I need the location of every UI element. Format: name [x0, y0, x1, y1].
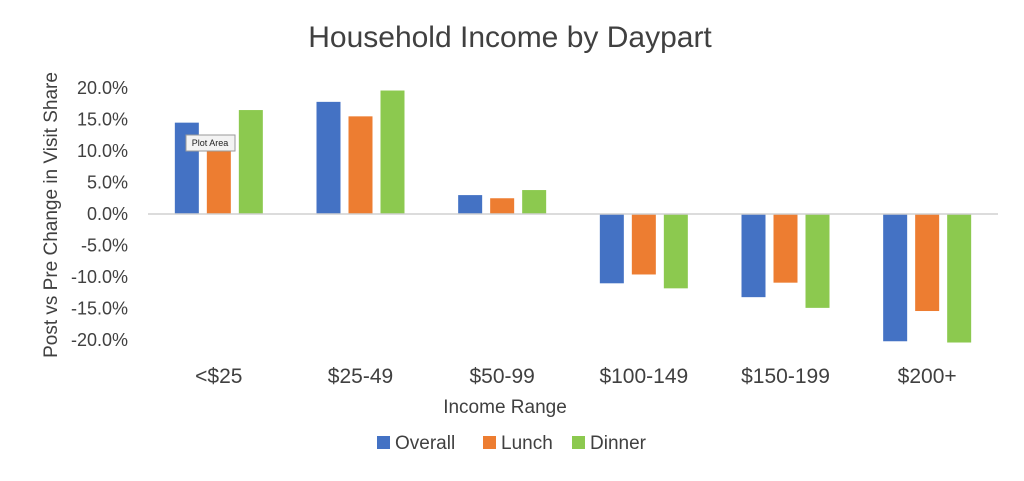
bar-dinner[interactable]	[522, 190, 547, 214]
x-category-label: $25-49	[328, 365, 393, 388]
plot-area-tooltip: Plot Area	[185, 134, 236, 152]
bar-dinner[interactable]	[947, 214, 972, 343]
x-category-label: $200+	[898, 365, 957, 388]
bar-overall[interactable]	[599, 214, 624, 284]
legend-label-dinner: Dinner	[590, 433, 647, 454]
y-tick-label: 10.0%	[77, 141, 128, 161]
y-tick-label: -15.0%	[71, 299, 128, 319]
legend-label-overall: Overall	[395, 433, 455, 454]
bar-overall[interactable]	[741, 214, 766, 298]
tooltip-text: Plot Area	[192, 138, 229, 148]
legend-swatch-overall	[377, 436, 390, 449]
y-axis-title: Post vs Pre Change in Visit Share	[41, 72, 62, 358]
bar-overall[interactable]	[883, 214, 908, 342]
y-axis-ticks: 20.0% 15.0% 10.0% 5.0% 0.0% -5.0% -10.0% -15.0%…	[71, 78, 128, 350]
bar-dinner[interactable]	[238, 110, 263, 214]
bar-dinner[interactable]	[663, 214, 688, 289]
x-axis-title: Income Range	[443, 397, 567, 418]
bar-dinner[interactable]	[380, 90, 405, 214]
x-category-label: $100-149	[599, 365, 688, 388]
bar-overall[interactable]	[458, 195, 483, 214]
x-category-label: <$25	[195, 365, 242, 388]
bar-overall[interactable]	[316, 101, 341, 214]
legend-label-lunch: Lunch	[501, 433, 553, 454]
legend: Overall Lunch Dinner	[377, 433, 647, 454]
y-tick-label: -10.0%	[71, 267, 128, 287]
y-tick-label: 0.0%	[87, 204, 128, 224]
chart-title: Household Income by Daypart	[308, 21, 712, 54]
bar-lunch[interactable]	[206, 144, 231, 214]
bar-lunch[interactable]	[348, 116, 373, 214]
bar-lunch[interactable]	[773, 214, 798, 283]
x-category-label: $50-99	[469, 365, 534, 388]
y-tick-label: 15.0%	[77, 110, 128, 130]
y-tick-label: -5.0%	[81, 236, 128, 256]
bar-lunch[interactable]	[631, 214, 656, 275]
legend-swatch-lunch	[483, 436, 496, 449]
x-category-label: $150-199	[741, 365, 830, 388]
bar-dinner[interactable]	[805, 214, 830, 308]
y-tick-label: 20.0%	[77, 78, 128, 98]
y-tick-label: -20.0%	[71, 330, 128, 350]
plot-area[interactable]	[174, 90, 972, 343]
bar-lunch[interactable]	[490, 198, 515, 214]
x-axis-categories: <$25 $25-49 $50-99 $100-149 $150-199 $200+	[195, 365, 956, 388]
bar-lunch[interactable]	[915, 214, 940, 312]
legend-swatch-dinner	[572, 436, 585, 449]
y-tick-label: 5.0%	[87, 173, 128, 193]
